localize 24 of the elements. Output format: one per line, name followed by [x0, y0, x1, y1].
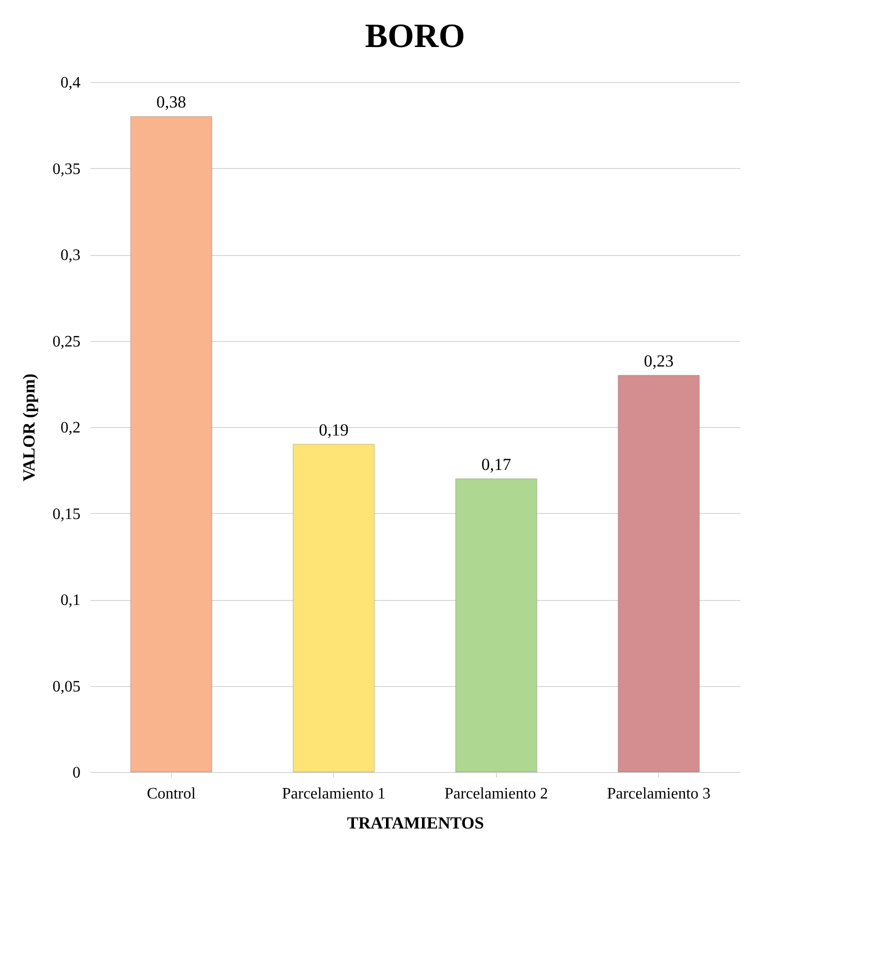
- bar: [455, 478, 538, 772]
- chart-title: BORO: [364, 18, 466, 55]
- y-tick-label: 0,3: [60, 247, 80, 264]
- data-label: 0,23: [644, 351, 674, 370]
- y-tick-label: 0,15: [52, 506, 80, 523]
- data-label: 0,17: [481, 454, 512, 474]
- y-tick-label: 0,1: [60, 592, 80, 609]
- data-label: 0,19: [318, 420, 349, 440]
- x-tick-label: Parcelamiento 3: [606, 786, 711, 802]
- x-tick-label: Control: [146, 786, 196, 802]
- x-tick-label: Parcelamiento 1: [282, 786, 386, 802]
- y-tick-label: 0,05: [52, 678, 80, 696]
- y-tick-label: 0: [72, 764, 80, 782]
- x-axis-title: TRATAMIENTOS: [347, 814, 484, 832]
- y-tick-label: 0,35: [52, 160, 80, 178]
- y-tick-label: 0,25: [52, 333, 80, 350]
- y-tick-label: 0,2: [60, 420, 80, 436]
- y-tick-label: 0,4: [60, 74, 80, 92]
- bar: [130, 116, 212, 772]
- bar: [618, 374, 700, 772]
- bar: [292, 444, 375, 772]
- data-label: 0,38: [156, 92, 186, 112]
- y-axis-title: VALOR (ppm): [20, 374, 38, 482]
- x-tick-label: Parcelamiento 2: [444, 786, 548, 802]
